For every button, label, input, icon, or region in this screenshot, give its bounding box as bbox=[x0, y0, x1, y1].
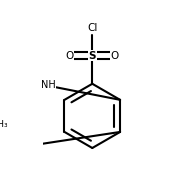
Text: O: O bbox=[66, 51, 74, 61]
Text: O: O bbox=[111, 51, 119, 61]
Text: CH₃: CH₃ bbox=[0, 120, 8, 129]
Text: NH: NH bbox=[41, 80, 55, 90]
Text: Cl: Cl bbox=[87, 23, 97, 33]
Text: S: S bbox=[89, 51, 96, 61]
